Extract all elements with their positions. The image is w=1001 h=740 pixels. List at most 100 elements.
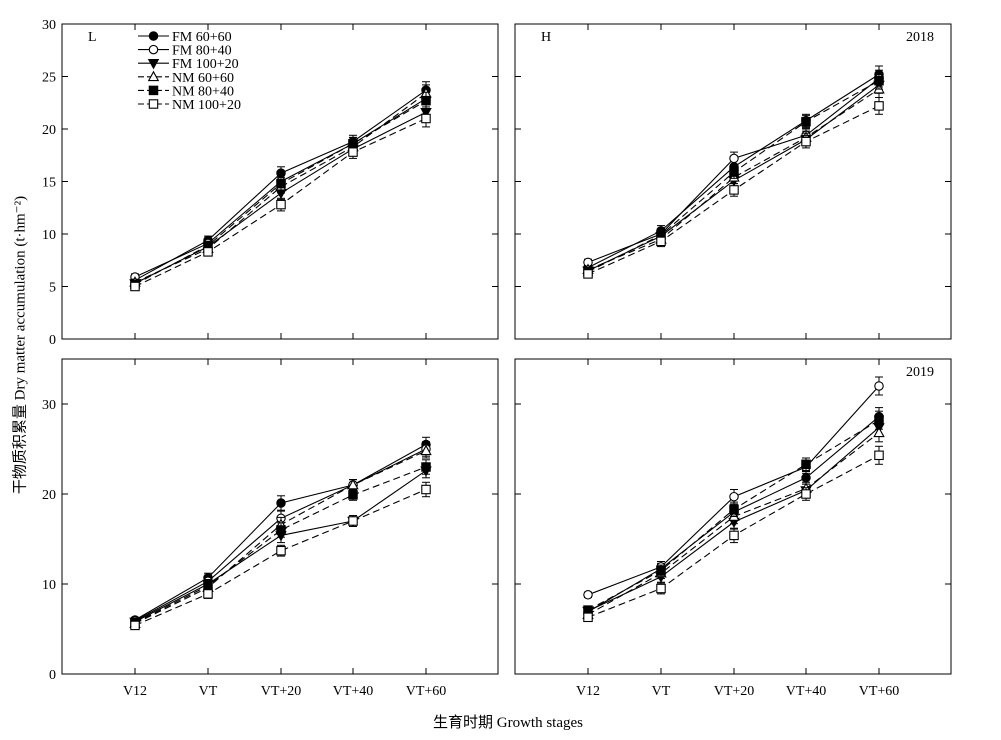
y-tick-label: 20 (42, 488, 56, 503)
series-line (134, 488, 427, 626)
panel-label: L (88, 30, 97, 45)
data-point (801, 473, 811, 483)
legend-marker (147, 70, 160, 82)
legend-label: FM 80+40 (172, 44, 232, 59)
series-5 (130, 459, 431, 628)
series-line (587, 88, 880, 271)
data-point (801, 116, 811, 127)
x-tick-label: V12 (576, 684, 600, 699)
y-tick-label: 20 (42, 123, 56, 138)
data-point (583, 612, 593, 623)
data-point (583, 590, 593, 600)
x-tick-label: V12 (123, 684, 147, 699)
x-tick-label: VT (199, 684, 218, 699)
legend-label: FM 100+20 (172, 57, 239, 72)
y-axis-title: 干物质积累量 Dry matter accumulation (t·hm⁻²) (12, 195, 29, 495)
data-point (276, 525, 286, 535)
plot-frame (514, 358, 952, 675)
data-point (348, 516, 358, 526)
series-6 (130, 109, 431, 292)
data-point (130, 281, 140, 292)
x-tick-label: VT+20 (261, 684, 302, 699)
panel-3: 0 10 20 30 V12 VT VT+20 VT+40 VT+60 (42, 358, 499, 699)
y-tick-label: 30 (42, 398, 56, 413)
data-point (276, 178, 286, 189)
data-point (874, 381, 884, 391)
series-6 (130, 481, 431, 631)
data-point (130, 620, 140, 631)
data-point (729, 504, 739, 515)
data-point (276, 199, 286, 210)
x-tick-label: VT+40 (333, 684, 374, 699)
data-point (801, 459, 811, 470)
series-6 (583, 97, 884, 279)
data-point (583, 269, 593, 279)
data-point (729, 491, 739, 502)
data-point (203, 247, 213, 257)
series-4 (582, 423, 885, 619)
y-tick-label: 0 (49, 668, 56, 683)
data-point (347, 478, 359, 490)
legend-marker (147, 59, 160, 70)
data-point (729, 185, 739, 195)
data-point (729, 153, 739, 164)
data-point (276, 545, 286, 556)
data-point (348, 490, 358, 500)
x-tick-label: VT (652, 684, 671, 699)
data-point (203, 589, 213, 599)
legend-marker (148, 31, 159, 41)
legend-label: FM 60+60 (172, 30, 232, 45)
data-point (874, 450, 884, 461)
series-line (134, 466, 427, 624)
legend-marker (148, 44, 159, 55)
legend-marker (148, 85, 159, 96)
series-5 (583, 410, 884, 615)
series-3 (129, 103, 432, 290)
data-point (656, 236, 666, 247)
legend-label: NM 80+40 (172, 84, 234, 99)
plot-frame (61, 358, 499, 675)
legend-marker (148, 99, 159, 109)
data-point (421, 113, 431, 124)
data-point (801, 489, 811, 499)
x-tick-label: VT+60 (859, 684, 900, 699)
panel-label: H (541, 30, 551, 45)
legend-label: NM 60+60 (172, 71, 234, 86)
data-point (421, 484, 431, 495)
y-tick-label: 0 (49, 333, 56, 348)
data-point (656, 583, 666, 594)
y-tick-label: 5 (49, 281, 56, 296)
data-point (874, 415, 884, 425)
y-tick-label: 25 (42, 71, 56, 86)
year-label: 2019 (906, 365, 934, 380)
data-point (874, 75, 884, 86)
data-point (203, 581, 213, 591)
data-point (420, 444, 432, 456)
x-tick-label: VT+60 (406, 684, 447, 699)
data-point (729, 530, 739, 541)
data-point (348, 147, 358, 157)
panel-2: H 2018 (514, 23, 952, 340)
panel-4: V12 VT VT+20 VT+40 VT+60 2019 (514, 358, 952, 699)
data-point (656, 565, 666, 576)
data-point (729, 167, 739, 177)
data-point (276, 498, 286, 508)
legend-label: NM 100+20 (172, 98, 241, 113)
data-point (874, 101, 884, 111)
data-point (801, 136, 811, 147)
x-tick-label: VT+20 (714, 684, 755, 699)
series-6 (583, 445, 884, 623)
y-tick-label: 10 (42, 578, 56, 593)
data-point (873, 426, 885, 438)
x-axis-title: 生育时期 Growth stages (433, 715, 583, 731)
data-point (421, 95, 431, 106)
year-label: 2018 (906, 30, 934, 45)
x-tick-label: VT+40 (786, 684, 827, 699)
series-2 (583, 376, 884, 600)
y-tick-label: 10 (42, 228, 56, 243)
series-5 (583, 71, 884, 277)
